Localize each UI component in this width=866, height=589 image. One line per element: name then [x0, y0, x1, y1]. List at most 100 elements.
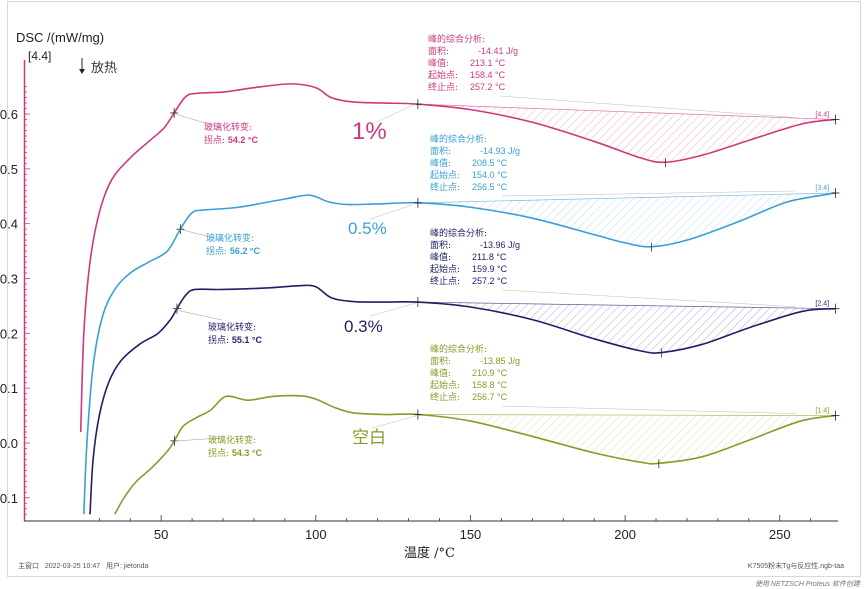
leader-line — [501, 289, 796, 307]
tg-inflection: 拐点: 56.2 °C — [206, 245, 261, 257]
peak-analysis-value: 159.9 °C — [472, 264, 508, 274]
exo-label: 放热 — [91, 61, 117, 76]
baseline-line — [417, 103, 836, 120]
dsc-curve — [114, 394, 836, 515]
peak-analysis-value: -14.41 J/g — [478, 46, 518, 56]
peak-analysis-row: 起始点: — [430, 263, 460, 275]
tg-label: 玻璃化转变: — [204, 121, 252, 133]
peak-analysis-value: 210.9 °C — [472, 368, 508, 378]
y-tick-label: 0.0 — [0, 436, 18, 451]
y-tick-label: 0.1 — [0, 381, 18, 396]
x-tick-label: 150 — [460, 527, 482, 542]
peak-analysis-row: 终止点: — [430, 275, 460, 287]
peak-analysis-value: -13.96 J/g — [480, 240, 520, 250]
peak-analysis-title: 峰的综合分析: — [428, 33, 485, 45]
baseline-line — [417, 192, 836, 204]
tg-inflection: 拐点: 54.2 °C — [204, 134, 259, 146]
x-tick-label: 200 — [614, 527, 636, 542]
leader-line — [174, 113, 223, 129]
footer-filename: K7505粉末Tg与反应性.ngb-taa — [747, 563, 844, 570]
tg-label: 玻璃化转变: — [206, 232, 254, 244]
file-tag: [1.4] — [815, 408, 829, 415]
peak-analysis-title: 峰的综合分析: — [430, 227, 487, 239]
peak-analysis-row: 起始点: — [430, 379, 460, 391]
peak-analysis-row: 峰值: — [430, 157, 451, 169]
tg-inflection: 拐点: 54.3 °C — [208, 447, 263, 459]
peak-analysis-value: 211.8 °C — [472, 252, 507, 262]
x-tick-label: 100 — [305, 527, 327, 542]
dsc-curve — [89, 284, 836, 515]
series-name-label: 0.5% — [348, 219, 387, 238]
y-tick-label: 0.6 — [0, 107, 18, 122]
x-axis-title: 温度 /°C — [404, 545, 455, 561]
leader-line — [371, 415, 417, 429]
footer-left: 主窗口 2022-03-25 10:47 用户: jietonda — [18, 561, 148, 571]
baseline-line — [417, 301, 836, 310]
series-1: [3.4] — [83, 185, 840, 515]
dsc-curve — [79, 83, 836, 433]
peak-analysis-value: -14.93 J/g — [480, 146, 520, 156]
peak-analysis-value: 213.1 °C — [470, 58, 506, 68]
peak-analysis-value: 154.0 °C — [472, 170, 508, 180]
footer-window: 主窗口 — [18, 563, 39, 570]
y-tick-label: 0.2 — [0, 326, 18, 341]
footer-user: jietonda — [123, 563, 149, 570]
peak-analysis-value: 158.8 °C — [472, 380, 508, 390]
leader-line — [371, 103, 417, 125]
peak-analysis-row: 面积: — [430, 145, 451, 157]
peak-analysis-value: 256.7 °C — [472, 392, 508, 402]
leader-line — [369, 302, 417, 317]
peak-analysis-row: 峰值: — [430, 251, 451, 263]
series-2: [2.4] — [89, 284, 840, 515]
peak-analysis-value: 158.4 °C — [470, 70, 506, 80]
series-name-label: 1% — [352, 118, 387, 145]
series-3: [1.4] — [114, 394, 840, 515]
leader-line — [501, 190, 796, 197]
peak-area-hatch — [417, 414, 836, 464]
leader-line — [501, 405, 796, 414]
file-tag: [2.4] — [815, 301, 829, 308]
leader-line — [178, 228, 223, 241]
y-axis-marker: [4.4] — [28, 49, 51, 63]
peak-analysis-row: 面积: — [430, 355, 451, 367]
peak-analysis-row: 起始点: — [428, 69, 458, 81]
peak-analysis-row: 峰值: — [428, 57, 449, 69]
leader-line — [499, 95, 796, 118]
tg-label: 玻璃化转变: — [208, 434, 256, 446]
peak-analysis-title: 峰的综合分析: — [430, 133, 487, 145]
file-tag: [4.4] — [815, 112, 829, 119]
peak-analysis-row: 面积: — [428, 45, 449, 57]
leader-line — [369, 204, 413, 220]
y-tick-label: 0.4 — [0, 217, 18, 232]
software-credit: 使用 NETZSCH Proteus 软件创建 — [754, 581, 860, 588]
peak-analysis-row: 起始点: — [430, 169, 460, 181]
x-tick-label: 50 — [154, 527, 168, 542]
peak-analysis-row: 峰值: — [430, 367, 451, 379]
peak-analysis-row: 终止点: — [428, 81, 458, 93]
exo-arrow-icon — [79, 58, 85, 74]
peak-analysis-value: 257.2 °C — [472, 276, 508, 286]
peak-analysis-title: 峰的综合分析: — [430, 343, 487, 355]
y-axis-title: DSC /(mW/mg) — [16, 30, 104, 45]
peak-area-hatch — [417, 104, 836, 163]
y-tick-label: -0.1 — [0, 491, 18, 506]
tg-inflection: 拐点: 55.1 °C — [208, 334, 263, 346]
file-tag: [3.4] — [815, 185, 829, 192]
peak-analysis-value: 256.5 °C — [472, 182, 508, 192]
series-name-label: 0.3% — [344, 317, 383, 336]
series-name-label: 空白 — [352, 428, 386, 448]
peak-area-hatch — [417, 302, 836, 353]
tg-label: 玻璃化转变: — [208, 321, 256, 333]
peak-analysis-value: 208.5 °C — [472, 158, 508, 168]
peak-analysis-row: 终止点: — [430, 181, 460, 193]
y-tick-label: 0.5 — [0, 162, 18, 177]
peak-analysis-row: 面积: — [430, 239, 451, 251]
peak-analysis-value: -13.85 J/g — [480, 356, 520, 366]
peak-area-hatch — [417, 192, 836, 247]
dsc-curve — [83, 192, 836, 515]
peak-analysis-row: 终止点: — [430, 391, 460, 403]
chart-frame — [7, 1, 861, 577]
footer-datetime: 2022-03-25 10:47 — [44, 563, 101, 570]
y-tick-label: 0.3 — [0, 272, 18, 287]
